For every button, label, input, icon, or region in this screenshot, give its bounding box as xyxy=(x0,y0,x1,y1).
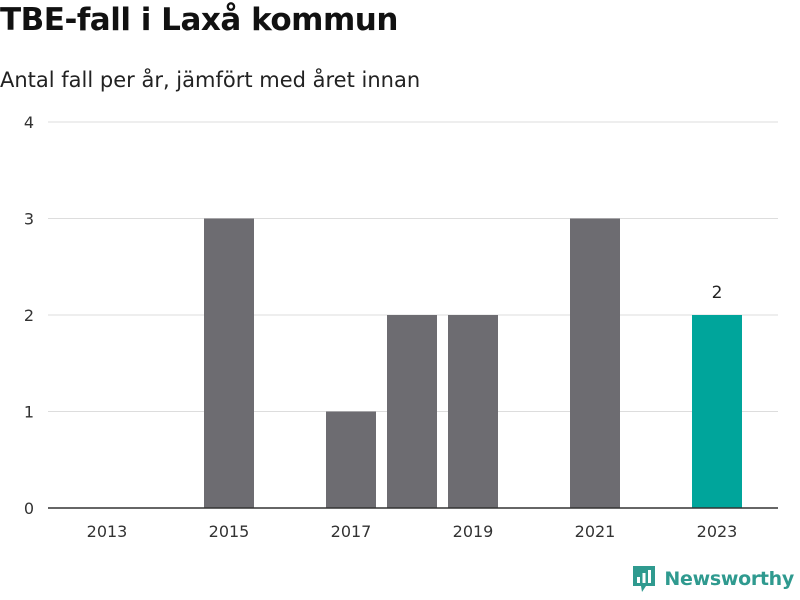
bars xyxy=(204,218,742,508)
chart-subtitle: Antal fall per år, jämfört med året inna… xyxy=(0,68,421,92)
x-tick-label-2019: 2019 xyxy=(453,522,494,541)
bar-2019 xyxy=(448,315,498,508)
newsworthy-logo-icon xyxy=(633,566,656,592)
x-tick-label-2021: 2021 xyxy=(575,522,616,541)
bar-2018 xyxy=(387,315,437,508)
y-axis-ticks: 0 1 2 3 4 xyxy=(24,113,34,518)
bar-2023 xyxy=(692,315,742,508)
x-tick-label-2017: 2017 xyxy=(331,522,372,541)
bar-2017 xyxy=(326,411,376,508)
y-tick-label-1: 1 xyxy=(24,403,34,422)
chart-title: TBE-fall i Laxå kommun xyxy=(0,2,398,38)
x-tick-label-2015: 2015 xyxy=(209,522,250,541)
x-axis-ticks: 2013 2015 2017 2019 2021 2023 xyxy=(87,522,738,541)
bar-2021 xyxy=(570,218,620,508)
y-tick-label-4: 4 xyxy=(24,113,34,132)
data-labels: 2 xyxy=(712,283,723,303)
y-tick-label-2: 2 xyxy=(24,306,34,325)
brand-name: Newsworthy xyxy=(664,568,794,590)
x-tick-label-2013: 2013 xyxy=(87,522,128,541)
y-tick-label-0: 0 xyxy=(24,499,34,518)
x-tick-label-2023: 2023 xyxy=(697,522,738,541)
y-tick-label-3: 3 xyxy=(24,210,34,229)
data-label-2023: 2 xyxy=(712,283,723,303)
bar-2015 xyxy=(204,218,254,508)
newsworthy-brand[interactable]: Newsworthy xyxy=(631,562,794,596)
